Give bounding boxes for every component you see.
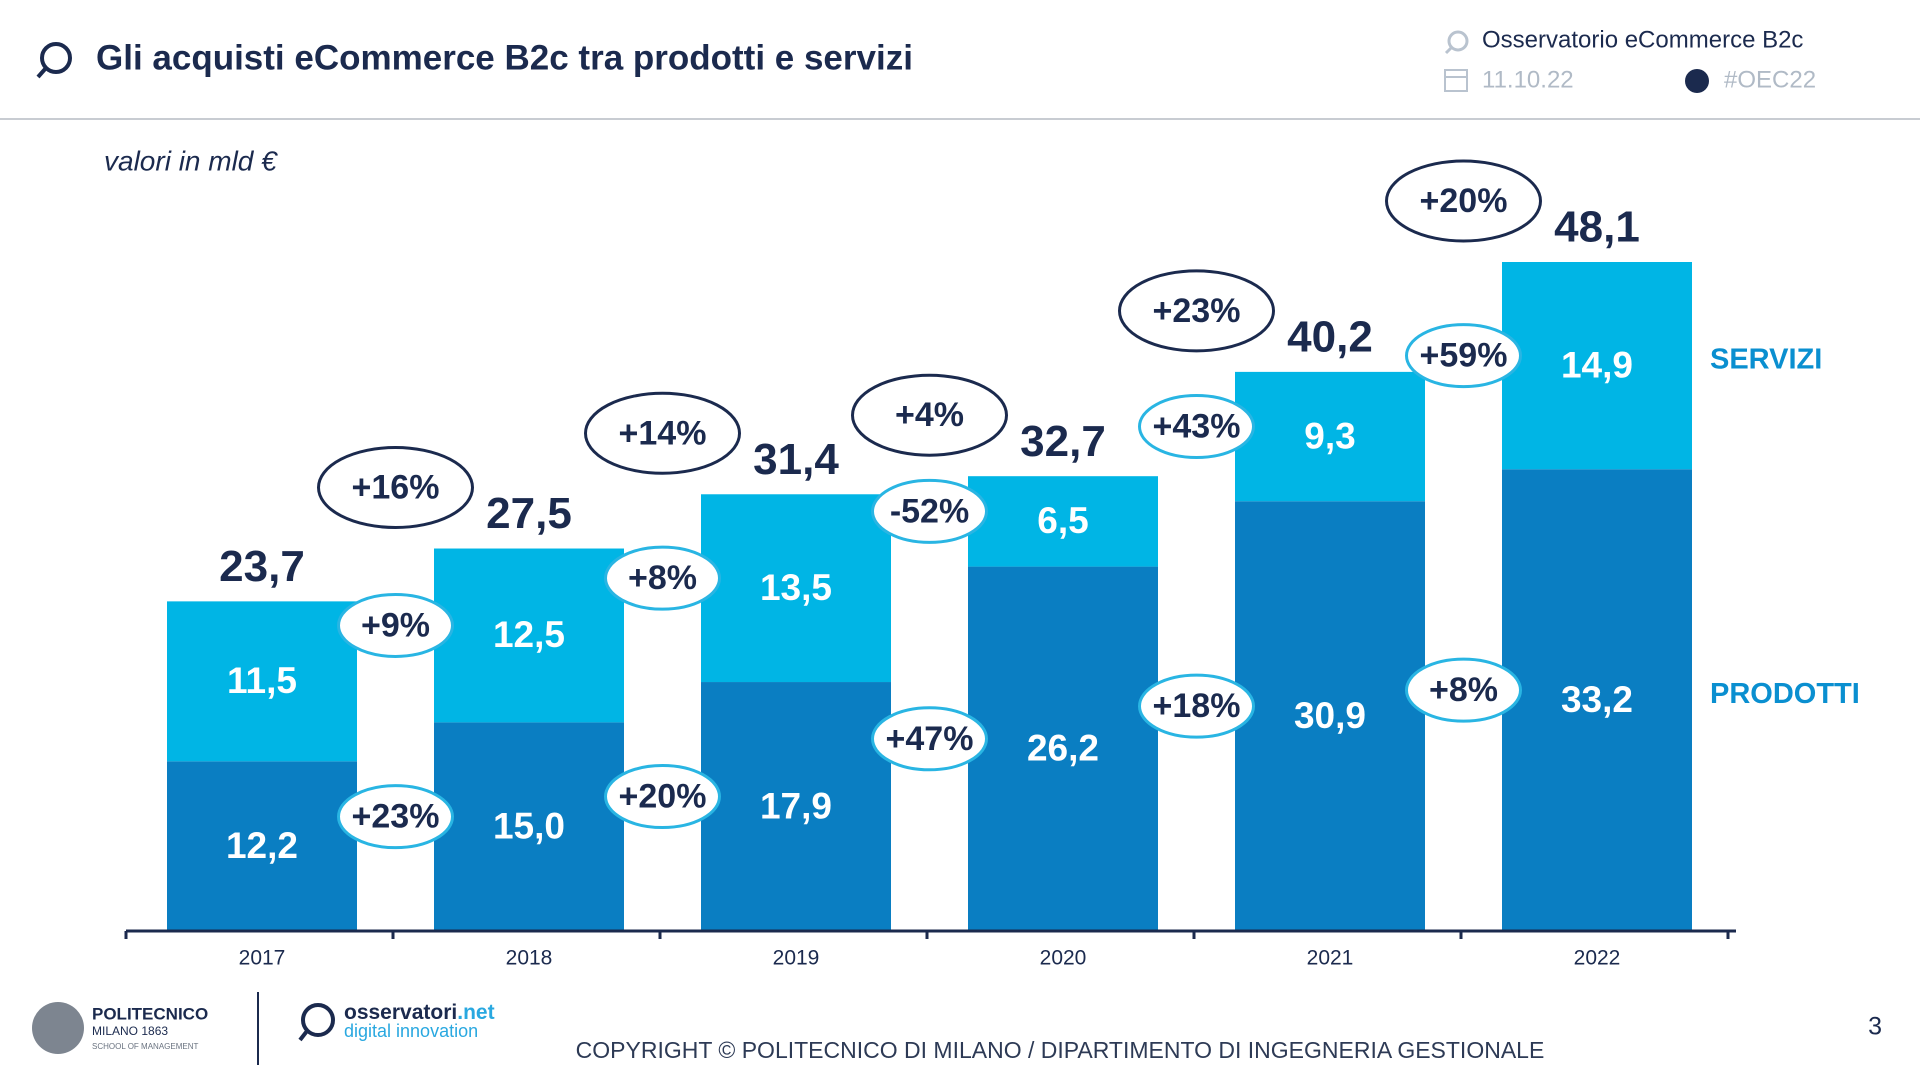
value-label: 6,5 [1037, 500, 1088, 541]
growth-badge [871, 478, 988, 544]
bar-segment [701, 682, 891, 931]
bar-segment [167, 601, 357, 762]
brand: osservatori.net [344, 1001, 495, 1024]
title: Gli acquisti eCommerce B2c tra prodotti … [96, 38, 913, 77]
growth-label: +23% [1153, 292, 1241, 330]
growth-label: +20% [619, 778, 707, 816]
growth-badge [337, 784, 454, 850]
bar-segment [434, 722, 624, 931]
growth-badge [337, 592, 454, 658]
value-label: 15,0 [493, 805, 565, 846]
copyright: COPYRIGHT © POLITECNICO DI MILANO / DIPA… [576, 1037, 1545, 1063]
bar-segment [1235, 371, 1425, 502]
growth-label: +43% [1153, 408, 1241, 446]
x-tick-label: 2017 [239, 947, 286, 970]
politecnico-seal [32, 1002, 84, 1054]
bar-segment [434, 548, 624, 723]
twitter-icon [1685, 69, 1709, 93]
value-label: 12,5 [493, 614, 565, 655]
growth-label: -52% [890, 492, 969, 530]
x-tick-label: 2019 [773, 947, 820, 970]
total-label: 48,1 [1554, 203, 1640, 252]
hashtag: #OEC22 [1724, 66, 1816, 93]
growth-badge [604, 764, 721, 830]
x-tick-label: 2020 [1040, 947, 1087, 970]
growth-badge [1138, 394, 1255, 460]
growth-label: +59% [1420, 337, 1508, 375]
bar-segment [167, 761, 357, 931]
growth-label: +16% [352, 468, 440, 506]
brand-icon [298, 1003, 335, 1042]
bar-segment [1235, 501, 1425, 931]
growth-badge [1138, 673, 1255, 739]
page-number: 3 [1868, 1013, 1882, 1041]
growth-badge [604, 545, 721, 611]
growth-label: +8% [628, 559, 697, 597]
value-label: 14,9 [1561, 344, 1633, 385]
value-label: 26,2 [1027, 728, 1099, 769]
value-label: 12,2 [226, 825, 298, 866]
bar-segment [968, 476, 1158, 567]
growth-badge [584, 391, 741, 475]
growth-badge [1405, 657, 1522, 723]
source-icon [1444, 30, 1469, 55]
brand-name: osservatori [344, 1001, 457, 1024]
value-label: 33,2 [1561, 679, 1633, 720]
growth-badge [1385, 159, 1542, 243]
total-label: 32,7 [1020, 417, 1106, 466]
calendar-icon [1444, 69, 1468, 92]
x-tick-label: 2021 [1307, 947, 1354, 970]
total-label: 40,2 [1287, 313, 1373, 362]
source: Osservatorio eCommerce B2c [1482, 26, 1803, 53]
value-label: 17,9 [760, 785, 832, 826]
value-label: 13,5 [760, 567, 832, 608]
search-icon [36, 42, 72, 79]
value-label: 9,3 [1304, 415, 1355, 456]
value-label: 30,9 [1294, 695, 1366, 736]
bar-segment [701, 494, 891, 683]
growth-label: +18% [1153, 687, 1241, 725]
legend-label: PRODOTTI [1710, 678, 1860, 710]
date: 11.10.22 [1482, 66, 1574, 93]
logo-name: POLITECNICO [92, 1004, 208, 1023]
bar-segment [1502, 469, 1692, 931]
total-label: 27,5 [486, 489, 572, 538]
growth-label: +9% [361, 606, 430, 644]
growth-badge [851, 373, 1008, 457]
growth-label: +23% [352, 798, 440, 836]
brand-tagline: digital innovation [344, 1021, 478, 1041]
logo-city: MILANO 1863 [92, 1024, 168, 1038]
growth-badge [1405, 323, 1522, 389]
x-tick-label: 2018 [506, 947, 553, 970]
value-label: 11,5 [227, 660, 297, 701]
bar-segment [1502, 262, 1692, 470]
brand-suffix: .net [457, 1001, 494, 1024]
x-tick-label: 2022 [1574, 947, 1621, 970]
growth-badge [1118, 269, 1275, 353]
total-label: 31,4 [753, 435, 839, 484]
growth-label: +20% [1420, 182, 1508, 220]
growth-badge [871, 706, 988, 772]
legend-label: SERVIZI [1710, 343, 1822, 375]
growth-label: +8% [1429, 671, 1498, 709]
growth-label: +47% [886, 720, 974, 758]
total-label: 23,7 [219, 542, 305, 591]
bar-segment [968, 566, 1158, 931]
plot: 12,2 11,5 23,7 2017 15,0 12,5 27,5 2018 17,9 13,5… [124, 159, 1860, 970]
logo-school: SCHOOL OF MANAGEMENT [92, 1042, 198, 1051]
growth-badge [317, 446, 474, 530]
growth-label: +14% [619, 414, 707, 452]
subtitle: valori in mld € [104, 145, 278, 176]
growth-label: +4% [895, 396, 964, 434]
